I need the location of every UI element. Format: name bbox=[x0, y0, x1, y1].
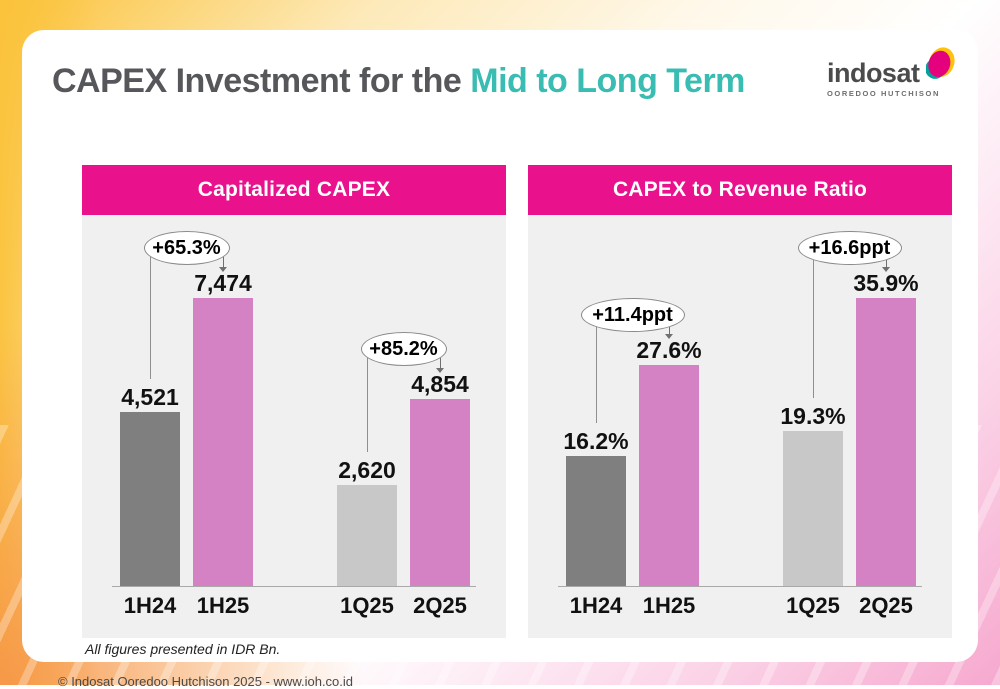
x-axis-category-label: 1H25 bbox=[196, 593, 250, 618]
chart-title-banner: Capitalized CAPEX bbox=[82, 165, 506, 215]
bar-value-label: 2,620 bbox=[338, 457, 396, 483]
callout-arrow-line bbox=[223, 257, 224, 267]
bar bbox=[566, 456, 626, 586]
copyright-footer: © Indosat Ooredoo Hutchison 2025 - www.i… bbox=[58, 674, 354, 689]
callout-arrow-head-icon bbox=[219, 267, 227, 272]
growth-callout: +65.3% bbox=[143, 231, 230, 265]
bar bbox=[193, 298, 253, 586]
callout-connector-line bbox=[150, 257, 151, 379]
x-axis-category-label: 1H24 bbox=[123, 593, 177, 618]
x-axis-category-label: 1H24 bbox=[569, 593, 623, 618]
indosat-logo: indosat OOREDOO HUTCHISON bbox=[826, 47, 955, 98]
x-axis-category-label: 1H25 bbox=[642, 593, 696, 618]
bar bbox=[410, 399, 470, 586]
bar-value-label: 35.9% bbox=[853, 270, 919, 296]
callout-arrow-line bbox=[669, 324, 670, 334]
x-axis-category-label: 1Q25 bbox=[340, 593, 394, 618]
growth-callout: +16.6ppt bbox=[797, 231, 902, 265]
x-axis-baseline bbox=[112, 586, 476, 587]
bar bbox=[783, 431, 843, 586]
callout-connector-line bbox=[813, 257, 814, 398]
callout-connector-line bbox=[367, 358, 368, 452]
callout-arrow-line bbox=[440, 358, 441, 368]
bar bbox=[120, 412, 180, 586]
slide-card: CAPEX Investment for the Mid to Long Ter… bbox=[22, 30, 978, 689]
capitalized-capex-panel: Capitalized CAPEX 4,521 1H24 7,474 1H25 2,62… bbox=[82, 165, 506, 638]
bar-value-label: 16.2% bbox=[563, 428, 629, 454]
chart-title-banner: CAPEX to Revenue Ratio bbox=[528, 165, 952, 215]
figures-note: All figures presented in IDR Bn. bbox=[85, 641, 281, 657]
page-title: CAPEX Investment for the Mid to Long Ter… bbox=[52, 62, 745, 101]
callout-arrow-head-icon bbox=[882, 267, 890, 272]
x-axis-category-label: 1Q25 bbox=[786, 593, 840, 618]
bar-value-label: 27.6% bbox=[636, 337, 702, 363]
bar bbox=[639, 365, 699, 586]
logo-wordmark: indosat bbox=[826, 58, 920, 88]
page-title-accent: Mid to Long Term bbox=[470, 62, 745, 100]
callout-arrow-line bbox=[886, 257, 887, 267]
bar-value-label: 4,521 bbox=[121, 384, 179, 410]
callout-arrow-head-icon bbox=[665, 334, 673, 339]
bar bbox=[337, 485, 397, 586]
x-axis-category-label: 2Q25 bbox=[859, 593, 913, 618]
growth-callout: +85.2% bbox=[360, 332, 447, 366]
x-axis-category-label: 2Q25 bbox=[413, 593, 467, 618]
bar-value-label: 4,854 bbox=[411, 371, 469, 397]
page-title-main: CAPEX Investment for the bbox=[52, 62, 471, 100]
bar-value-label: 19.3% bbox=[780, 403, 846, 429]
growth-callout: +11.4ppt bbox=[580, 298, 685, 332]
bar bbox=[856, 298, 916, 586]
callout-connector-line bbox=[596, 324, 597, 423]
capex-to-revenue-panel: CAPEX to Revenue Ratio 16.2% 1H24 27.6% 1H2… bbox=[528, 165, 952, 638]
chart-plot-area: 4,521 1H24 7,474 1H25 2,620 1Q25 4,854 2Q25 +65.… bbox=[82, 215, 506, 638]
logo-subtitle: OOREDOO HUTCHISON bbox=[826, 89, 940, 98]
chart-plot-area: 16.2% 1H24 27.6% 1H25 19.3% 1Q25 35.9% 2Q25 +11.… bbox=[528, 215, 952, 638]
callout-arrow-head-icon bbox=[436, 368, 444, 373]
bar-value-label: 7,474 bbox=[194, 270, 252, 296]
indosat-logo-mark-icon bbox=[926, 47, 955, 79]
x-axis-baseline bbox=[558, 586, 922, 587]
